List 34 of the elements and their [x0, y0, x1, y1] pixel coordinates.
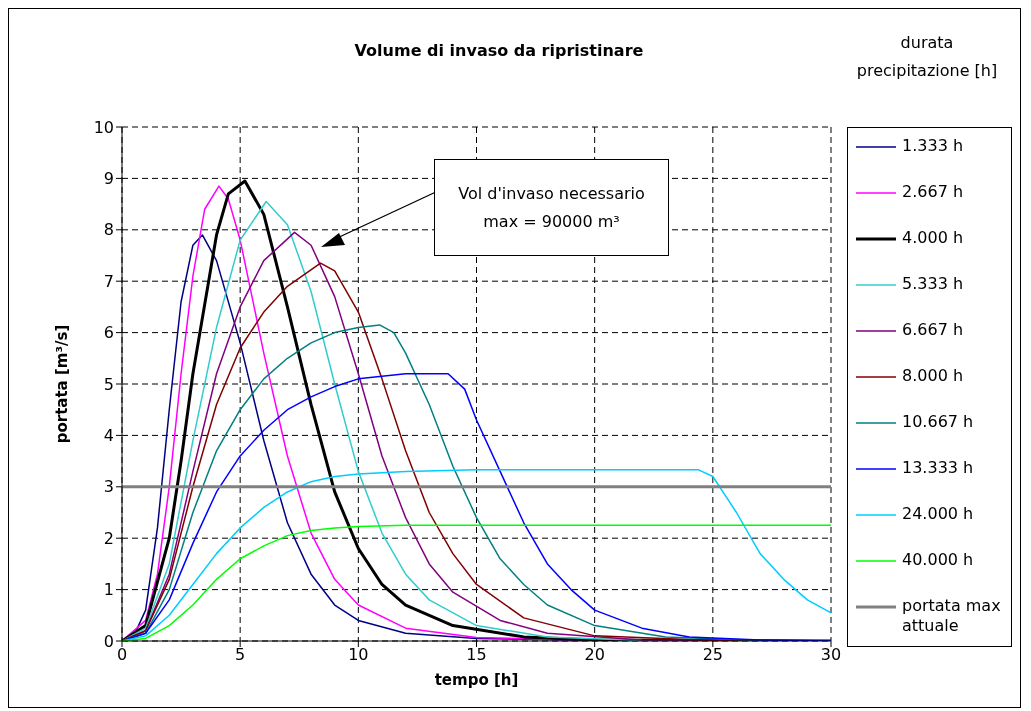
- legend-label: 24.000 h: [902, 504, 974, 524]
- y-tick-label: 10: [93, 117, 114, 137]
- y-tick-label: 8: [103, 220, 114, 240]
- legend-title: durata precipitazione [h]: [855, 32, 999, 82]
- x-tick-label: 5: [235, 645, 246, 665]
- y-axis-title: portata [m³/s]: [53, 324, 72, 444]
- legend-label: 2.667 h: [902, 182, 964, 202]
- x-tick-label: 0: [116, 645, 128, 665]
- callout-box: Vol d'invaso necessario max = 90000 m³: [434, 159, 669, 256]
- legend-label: 4.000 h: [902, 228, 964, 248]
- legend-label: 1.333 h: [902, 136, 964, 156]
- y-tick-label: 2: [103, 528, 114, 548]
- x-tick-label: 30: [820, 645, 842, 665]
- y-tick-label: 7: [103, 271, 114, 291]
- y-tick-label: 4: [103, 426, 114, 446]
- y-tick-label: 9: [103, 169, 114, 189]
- y-tick-label: 5: [103, 374, 114, 394]
- legend-label: 8.000 h: [902, 366, 964, 386]
- y-tick-label: 6: [103, 323, 114, 343]
- y-tick-label: 3: [103, 477, 114, 497]
- y-tick-label: 1: [103, 580, 114, 600]
- chart-title: Volume di invaso da ripristinare: [353, 41, 645, 60]
- x-tick-label: 15: [466, 645, 487, 665]
- x-tick-label: 25: [702, 645, 724, 665]
- legend-label: 6.667 h: [902, 320, 964, 340]
- x-tick-label: 20: [584, 645, 605, 665]
- legend-label: 13.333 h: [902, 458, 974, 478]
- legend-label: 10.667 h: [902, 412, 974, 432]
- legend-label: 40.000 h: [902, 550, 974, 570]
- legend-label: portata max attuale: [902, 596, 1002, 636]
- x-tick-label: 10: [348, 645, 369, 665]
- x-axis-title: tempo [h]: [434, 671, 519, 689]
- legend-label: 5.333 h: [902, 274, 964, 294]
- y-tick-label: 0: [103, 631, 114, 651]
